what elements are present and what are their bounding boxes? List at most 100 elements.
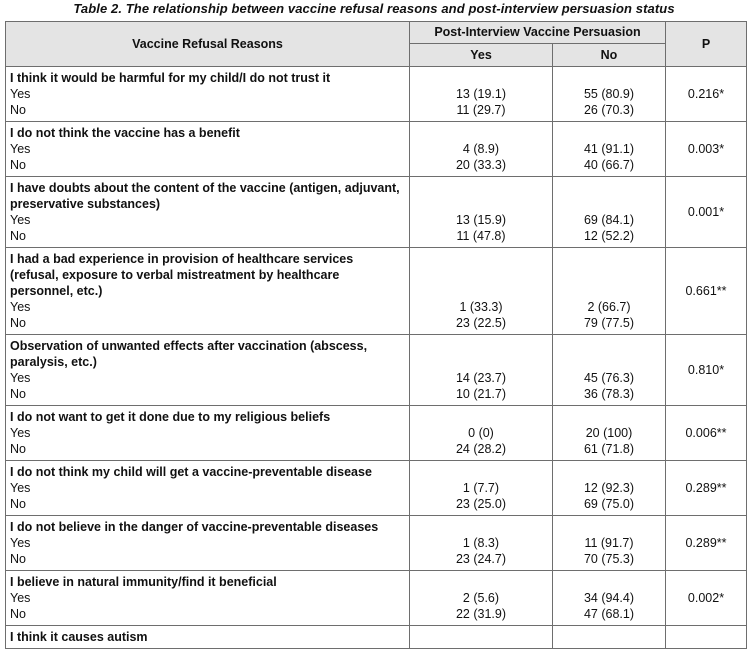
table-row: I think it would be harmful for my child… <box>5 66 747 122</box>
value-yes-no: 11 (47.8) <box>456 229 506 243</box>
value-yes-yes: 0 (0) <box>468 426 494 440</box>
reason-cell: I had a bad experience in provision of h… <box>5 247 410 335</box>
reason-title: I have doubts about the content of the v… <box>10 181 400 211</box>
table-row: I do not believe in the danger of vaccin… <box>5 515 747 571</box>
value-no-yes: 55 (80.9) <box>583 87 635 101</box>
persuaded-yes-cell: 1 (8.3) 23 (24.7) <box>409 515 553 571</box>
value-no-no: 12 (52.2) <box>583 229 635 243</box>
subgroup-yes-label: Yes <box>10 87 31 101</box>
table-row: I do not think the vaccine has a benefit… <box>5 121 747 177</box>
value-no-no: 26 (70.3) <box>583 103 635 117</box>
persuaded-no-cell: 34 (94.4) 47 (68.1) <box>552 570 666 626</box>
value-yes-yes: 1 (8.3) <box>462 536 500 550</box>
table-row: Observation of unwanted effects after va… <box>5 334 747 406</box>
table-row: I believe in natural immunity/find it be… <box>5 570 747 626</box>
reason-cell: Observation of unwanted effects after va… <box>5 334 410 406</box>
value-yes-no: 10 (21.7) <box>455 387 507 401</box>
reason-title: I do not think the vaccine has a benefit <box>10 126 240 140</box>
subgroup-no-label: No <box>10 103 26 117</box>
value-no-yes: 12 (92.3) <box>583 481 635 495</box>
subgroup-no-label: No <box>10 158 26 172</box>
table-row-partial: I think it causes autism <box>5 625 747 649</box>
reason-title: Observation of unwanted effects after va… <box>10 339 368 369</box>
value-no-no: 47 (68.1) <box>583 607 635 621</box>
reason-cell: I do not think the vaccine has a benefit… <box>5 121 410 177</box>
persuaded-no-cell: 45 (76.3) 36 (78.3) <box>552 334 666 406</box>
p-value: 0.216* <box>665 66 747 122</box>
reason-cell: I think it causes autism <box>5 625 410 649</box>
table-row: I had a bad experience in provision of h… <box>5 247 747 335</box>
value-yes-no: 11 (29.7) <box>456 103 506 117</box>
persuaded-yes-cell: 4 (8.9) 20 (33.3) <box>409 121 553 177</box>
reason-title: I do not believe in the danger of vaccin… <box>10 520 379 534</box>
subgroup-yes-label: Yes <box>10 426 31 440</box>
reason-cell: I do not believe in the danger of vaccin… <box>5 515 410 571</box>
value-no-yes: 45 (76.3) <box>583 371 635 385</box>
persuaded-no-cell: 2 (66.7) 79 (77.5) <box>552 247 666 335</box>
subgroup-yes-label: Yes <box>10 481 31 495</box>
header-p: P <box>665 21 747 67</box>
value-no-yes: 34 (94.4) <box>583 591 635 605</box>
reason-cell: I do not think my child will get a vacci… <box>5 460 410 516</box>
p-value: 0.006** <box>665 405 747 461</box>
value-yes-yes: 13 (15.9) <box>455 213 507 227</box>
persuaded-no-cell: 12 (92.3) 69 (75.0) <box>552 460 666 516</box>
value-yes-no: 23 (25.0) <box>455 497 507 511</box>
persuaded-yes-cell: 13 (19.1) 11 (29.7) <box>409 66 553 122</box>
persuaded-no-cell: 69 (84.1) 12 (52.2) <box>552 176 666 248</box>
value-no-no: 79 (77.5) <box>583 316 635 330</box>
persuaded-yes-cell: 2 (5.6) 22 (31.9) <box>409 570 553 626</box>
persuaded-yes-cell: 14 (23.7) 10 (21.7) <box>409 334 553 406</box>
p-value: 0.001* <box>665 176 747 248</box>
value-yes-yes: 1 (7.7) <box>462 481 500 495</box>
value-yes-yes: 2 (5.6) <box>462 591 500 605</box>
subgroup-yes-label: Yes <box>10 142 31 156</box>
table-caption: Table 2. The relationship between vaccin… <box>73 1 675 16</box>
reason-title: I think it would be harmful for my child… <box>10 71 331 85</box>
subgroup-yes-label: Yes <box>10 300 31 314</box>
subgroup-no-label: No <box>10 442 26 456</box>
value-no-no: 40 (66.7) <box>583 158 635 172</box>
value-yes-no: 24 (28.2) <box>455 442 507 456</box>
value-yes-yes: 13 (19.1) <box>455 87 507 101</box>
value-no-no: 61 (71.8) <box>583 442 635 456</box>
subgroup-no-label: No <box>10 497 26 511</box>
header-reasons: Vaccine Refusal Reasons <box>5 21 410 67</box>
value-yes-no: 23 (22.5) <box>455 316 507 330</box>
value-no-no: 70 (75.3) <box>583 552 635 566</box>
value-no-no: 69 (75.0) <box>583 497 635 511</box>
reason-title: I believe in natural immunity/find it be… <box>10 575 277 589</box>
persuaded-yes-cell <box>409 625 553 649</box>
value-no-yes: 41 (91.1) <box>583 142 635 156</box>
value-no-yes: 20 (100) <box>585 426 633 440</box>
p-value: 0.002* <box>665 570 747 626</box>
p-value: 0.810* <box>665 334 747 406</box>
value-yes-yes: 4 (8.9) <box>462 142 500 156</box>
table-row: I do not want to get it done due to my r… <box>5 405 747 461</box>
reason-title: I had a bad experience in provision of h… <box>10 252 354 298</box>
value-yes-yes: 1 (33.3) <box>459 300 503 314</box>
reason-cell: I think it would be harmful for my child… <box>5 66 410 122</box>
persuaded-yes-cell: 1 (7.7) 23 (25.0) <box>409 460 553 516</box>
subgroup-no-label: No <box>10 229 26 243</box>
value-no-yes: 2 (66.7) <box>587 300 631 314</box>
persuaded-no-cell <box>552 625 666 649</box>
persuaded-no-cell: 41 (91.1) 40 (66.7) <box>552 121 666 177</box>
p-value: 0.289** <box>665 460 747 516</box>
subgroup-yes-label: Yes <box>10 536 31 550</box>
subgroup-no-label: No <box>10 607 26 621</box>
value-no-yes: 69 (84.1) <box>583 213 635 227</box>
persuaded-yes-cell: 0 (0) 24 (28.2) <box>409 405 553 461</box>
p-value <box>665 625 747 649</box>
subgroup-yes-label: Yes <box>10 591 31 605</box>
reason-cell: I believe in natural immunity/find it be… <box>5 570 410 626</box>
persuaded-no-cell: 55 (80.9) 26 (70.3) <box>552 66 666 122</box>
value-yes-yes: 14 (23.7) <box>455 371 507 385</box>
persuaded-yes-cell: 13 (15.9) 11 (47.8) <box>409 176 553 248</box>
persuaded-no-cell: 11 (91.7) 70 (75.3) <box>552 515 666 571</box>
table-row: I have doubts about the content of the v… <box>5 176 747 248</box>
p-value: 0.289** <box>665 515 747 571</box>
reason-cell: I have doubts about the content of the v… <box>5 176 410 248</box>
value-yes-no: 23 (24.7) <box>455 552 507 566</box>
reason-title: I do not want to get it done due to my r… <box>10 410 331 424</box>
